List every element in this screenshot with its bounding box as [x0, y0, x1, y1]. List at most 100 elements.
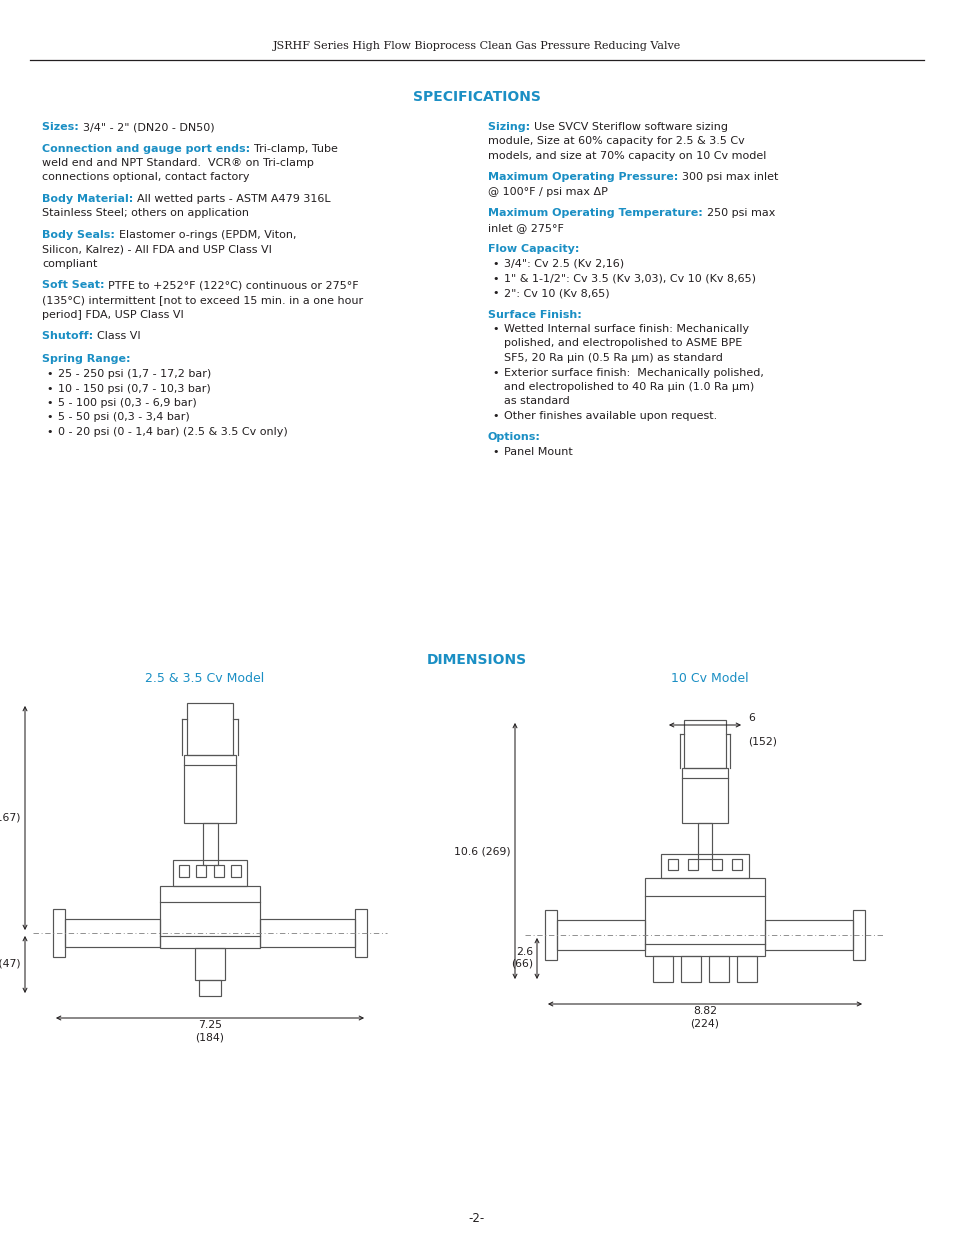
Text: 5 - 50 psi (0,3 - 3,4 bar): 5 - 50 psi (0,3 - 3,4 bar) — [58, 412, 190, 422]
Text: weld end and NPT Standard.  VCR® on Tri-clamp: weld end and NPT Standard. VCR® on Tri-c… — [42, 158, 314, 168]
Bar — [199, 981, 221, 995]
Bar — [231, 864, 241, 877]
Bar — [852, 910, 864, 960]
Text: Silicon, Kalrez) - All FDA and USP Class VI: Silicon, Kalrez) - All FDA and USP Class… — [42, 245, 272, 254]
Text: •: • — [493, 447, 498, 457]
Text: Wetted Internal surface finish: Mechanically: Wetted Internal surface finish: Mechanic… — [503, 324, 748, 333]
Text: 1.86 (47): 1.86 (47) — [0, 960, 21, 969]
Text: •: • — [493, 368, 498, 378]
Text: (224): (224) — [690, 1019, 719, 1029]
Text: 2": Cv 10 (Kv 8,65): 2": Cv 10 (Kv 8,65) — [503, 288, 609, 298]
Text: Maximum Operating Temperature:: Maximum Operating Temperature: — [488, 209, 706, 219]
Text: •: • — [493, 324, 498, 333]
Text: polished, and electropolished to ASME BPE: polished, and electropolished to ASME BP… — [503, 338, 741, 348]
Bar — [65, 919, 160, 947]
Text: 2.5 & 3.5 Cv Model: 2.5 & 3.5 Cv Model — [145, 672, 264, 684]
Text: (152): (152) — [747, 737, 776, 747]
Bar — [260, 919, 355, 947]
Text: •: • — [493, 288, 498, 298]
Text: 10.6 (269): 10.6 (269) — [454, 846, 511, 856]
Text: @ 100°F / psi max ΔP: @ 100°F / psi max ΔP — [488, 186, 607, 198]
Text: Sizing:: Sizing: — [488, 122, 534, 132]
Text: DIMENSIONS: DIMENSIONS — [427, 653, 526, 667]
Text: Body Seals:: Body Seals: — [42, 230, 118, 240]
Text: 3/4": Cv 2.5 (Kv 2,16): 3/4": Cv 2.5 (Kv 2,16) — [503, 259, 623, 269]
Bar — [764, 920, 852, 950]
Text: connections optional, contact factory: connections optional, contact factory — [42, 173, 250, 183]
Text: PTFE to +252°F (122°C) continuous or 275°F: PTFE to +252°F (122°C) continuous or 275… — [109, 280, 358, 290]
Text: Elastomer o-rings (EPDM, Viton,: Elastomer o-rings (EPDM, Viton, — [118, 230, 296, 240]
Bar — [731, 860, 741, 869]
Text: Panel Mount: Panel Mount — [503, 447, 572, 457]
Text: module, Size at 60% capacity for 2.5 & 3.5 Cv: module, Size at 60% capacity for 2.5 & 3… — [488, 137, 744, 147]
Text: SF5, 20 Ra μin (0.5 Ra μm) as standard: SF5, 20 Ra μin (0.5 Ra μm) as standard — [503, 353, 722, 363]
Text: 6: 6 — [747, 713, 754, 722]
Bar — [644, 878, 764, 956]
Text: •: • — [47, 398, 53, 408]
Text: 3/4" - 2" (DN20 - DN50): 3/4" - 2" (DN20 - DN50) — [83, 122, 214, 132]
Text: 8.82: 8.82 — [692, 1007, 717, 1016]
Bar — [544, 910, 557, 960]
Text: period] FDA, USP Class VI: period] FDA, USP Class VI — [42, 310, 184, 320]
Text: Surface Finish:: Surface Finish: — [488, 310, 581, 320]
Text: as standard: as standard — [503, 396, 569, 406]
Text: Stainless Steel; others on application: Stainless Steel; others on application — [42, 209, 249, 219]
Text: •: • — [47, 412, 53, 422]
Text: (135°C) intermittent [not to exceed 15 min. in a one hour: (135°C) intermittent [not to exceed 15 m… — [42, 295, 363, 305]
Text: •: • — [47, 427, 53, 437]
Text: All wetted parts - ASTM A479 316L: All wetted parts - ASTM A479 316L — [137, 194, 331, 204]
Bar — [698, 823, 711, 860]
Text: 2.6
(66): 2.6 (66) — [511, 947, 533, 968]
Bar — [184, 755, 235, 823]
Bar — [683, 720, 725, 768]
Text: Sizes:: Sizes: — [42, 122, 83, 132]
Text: •: • — [47, 384, 53, 394]
Text: (184): (184) — [195, 1032, 224, 1044]
Text: Maximum Operating Pressure:: Maximum Operating Pressure: — [488, 173, 681, 183]
Text: Soft Seat:: Soft Seat: — [42, 280, 109, 290]
Bar — [681, 768, 727, 823]
Text: •: • — [493, 273, 498, 284]
Text: and electropolished to 40 Ra μin (1.0 Ra μm): and electropolished to 40 Ra μin (1.0 Ra… — [503, 382, 754, 391]
Bar — [187, 703, 233, 755]
Text: Options:: Options: — [488, 432, 540, 442]
Text: Connection and gauge port ends:: Connection and gauge port ends: — [42, 143, 253, 153]
Text: Other finishes available upon request.: Other finishes available upon request. — [503, 411, 717, 421]
Text: Class VI: Class VI — [97, 331, 140, 341]
Bar — [195, 864, 206, 877]
Bar — [53, 909, 65, 957]
Bar — [172, 860, 247, 885]
Bar — [160, 885, 260, 948]
Text: Exterior surface finish:  Mechanically polished,: Exterior surface finish: Mechanically po… — [503, 368, 763, 378]
Text: models, and size at 70% capacity on 10 Cv model: models, and size at 70% capacity on 10 C… — [488, 151, 765, 161]
Bar — [557, 920, 644, 950]
Text: 25 - 250 psi (1,7 - 17,2 bar): 25 - 250 psi (1,7 - 17,2 bar) — [58, 369, 211, 379]
Bar — [203, 823, 218, 864]
Text: •: • — [493, 259, 498, 269]
Bar — [708, 956, 728, 982]
Bar — [660, 853, 748, 878]
Bar — [737, 956, 757, 982]
Text: 10 Cv Model: 10 Cv Model — [671, 672, 748, 684]
Bar — [680, 956, 700, 982]
Bar — [667, 860, 678, 869]
Text: compliant: compliant — [42, 259, 97, 269]
Text: Use SVCV Steriflow software sizing: Use SVCV Steriflow software sizing — [534, 122, 727, 132]
Text: 0 - 20 psi (0 - 1,4 bar) (2.5 & 3.5 Cv only): 0 - 20 psi (0 - 1,4 bar) (2.5 & 3.5 Cv o… — [58, 427, 288, 437]
Text: 300 psi max inlet: 300 psi max inlet — [681, 173, 778, 183]
Text: JSRHF Series High Flow Bioprocess Clean Gas Pressure Reducing Valve: JSRHF Series High Flow Bioprocess Clean … — [273, 41, 680, 51]
Bar — [213, 864, 224, 877]
Text: Body Material:: Body Material: — [42, 194, 137, 204]
Text: •: • — [493, 411, 498, 421]
Text: 5 - 100 psi (0,3 - 6,9 bar): 5 - 100 psi (0,3 - 6,9 bar) — [58, 398, 196, 408]
Text: 1" & 1-1/2": Cv 3.5 (Kv 3,03), Cv 10 (Kv 8,65): 1" & 1-1/2": Cv 3.5 (Kv 3,03), Cv 10 (Kv… — [503, 273, 755, 284]
Text: Tri-clamp, Tube: Tri-clamp, Tube — [253, 143, 337, 153]
Text: inlet @ 275°F: inlet @ 275°F — [488, 224, 563, 233]
Bar — [687, 860, 698, 869]
Bar — [652, 956, 672, 982]
Bar — [711, 860, 721, 869]
Text: 10 - 150 psi (0,7 - 10,3 bar): 10 - 150 psi (0,7 - 10,3 bar) — [58, 384, 211, 394]
Text: 250 psi max: 250 psi max — [706, 209, 774, 219]
Text: -2-: -2- — [468, 1212, 485, 1224]
Text: 6.57 (167): 6.57 (167) — [0, 813, 21, 823]
